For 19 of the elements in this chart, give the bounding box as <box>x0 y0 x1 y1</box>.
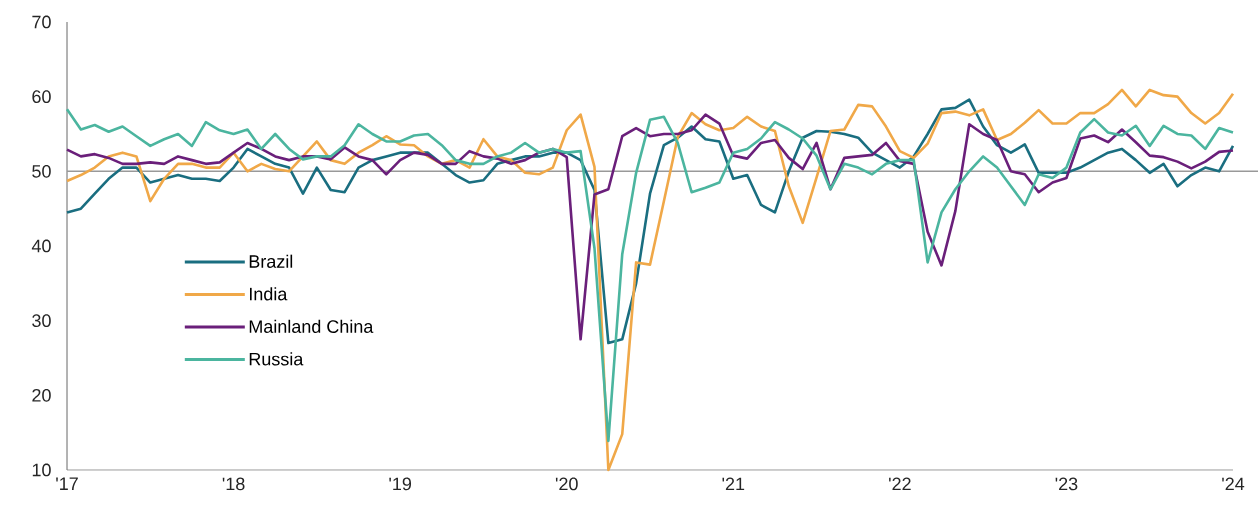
legend-label: Russia <box>249 352 304 366</box>
x-tick-label: '20 <box>555 477 578 491</box>
y-tick-label: 60 <box>32 90 51 104</box>
legend-label: India <box>249 287 288 301</box>
y-tick-label: 70 <box>32 15 51 29</box>
y-tick-label: 30 <box>32 314 51 328</box>
y-tick-label: 20 <box>32 388 51 402</box>
x-tick-label: '17 <box>56 477 78 490</box>
x-tick-label: '18 <box>222 477 245 491</box>
x-tick-label: '23 <box>1055 477 1078 491</box>
x-tick-label: '21 <box>722 477 745 491</box>
legend-label: Mainland China <box>249 319 374 333</box>
x-tick-label: '22 <box>889 477 911 491</box>
y-tick-label: 10 <box>32 463 51 477</box>
x-tick-label: '19 <box>389 477 412 491</box>
y-tick-label: 40 <box>31 239 51 253</box>
y-tick-label: 50 <box>32 164 51 178</box>
x-tick-label: '24 <box>1222 477 1245 491</box>
legend-label: Brazil <box>249 254 293 268</box>
